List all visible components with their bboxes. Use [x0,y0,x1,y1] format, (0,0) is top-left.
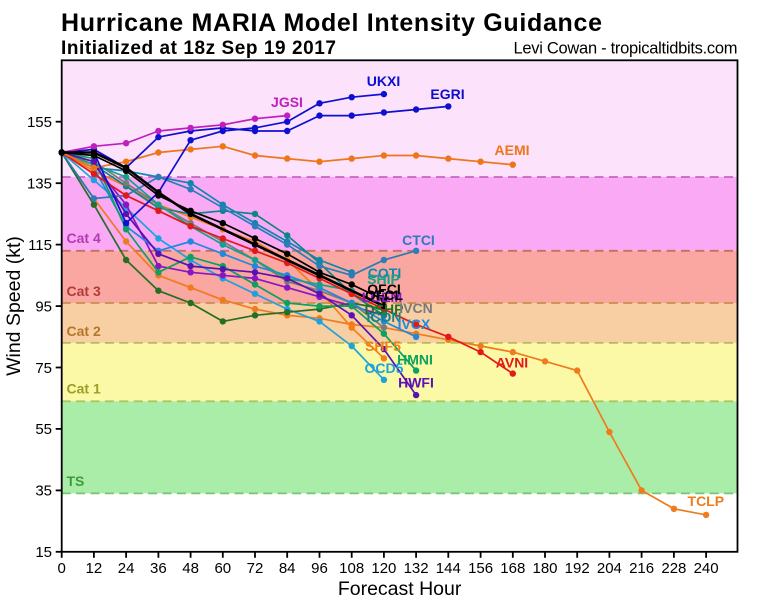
svg-text:TS: TS [67,473,85,489]
svg-text:95: 95 [35,298,52,315]
svg-text:192: 192 [565,560,590,577]
svg-text:60: 60 [214,560,231,577]
svg-text:AVNI: AVNI [496,355,528,371]
svg-text:IVCX: IVCX [398,316,431,332]
svg-text:OFCL: OFCL [365,287,404,303]
svg-text:75: 75 [35,360,52,377]
svg-text:CTCI: CTCI [402,232,435,248]
svg-text:HWFI: HWFI [398,375,434,391]
svg-text:35: 35 [35,483,52,500]
svg-text:0: 0 [58,560,66,577]
svg-text:SHF5: SHF5 [365,338,401,354]
svg-text:24: 24 [118,560,135,577]
svg-text:96: 96 [311,560,328,577]
svg-text:ICON: ICON [367,309,402,325]
svg-text:156: 156 [468,560,493,577]
svg-text:AEMI: AEMI [495,142,530,158]
svg-text:36: 36 [150,560,167,577]
svg-text:55: 55 [35,421,52,438]
svg-text:COTI: COTI [368,265,401,281]
svg-text:228: 228 [661,560,686,577]
svg-text:180: 180 [532,560,557,577]
svg-text:15: 15 [35,544,52,561]
svg-text:Wind Speed (kt): Wind Speed (kt) [3,236,25,376]
svg-text:DSHP: DSHP [365,301,404,317]
svg-text:SHIP: SHIP [367,271,400,287]
svg-text:Forecast Hour: Forecast Hour [338,578,462,600]
svg-text:Cat 1: Cat 1 [67,381,101,397]
svg-text:Hurricane MARIA Model Intensit: Hurricane MARIA Model Intensity Guidance [61,9,602,37]
svg-text:240: 240 [694,560,719,577]
svg-text:155: 155 [27,114,52,131]
svg-text:48: 48 [182,560,199,577]
svg-text:TCLP: TCLP [688,493,725,509]
svg-text:216: 216 [629,560,654,577]
svg-text:72: 72 [247,560,264,577]
svg-text:OFCI: OFCI [367,281,400,297]
svg-text:135: 135 [27,176,52,193]
svg-text:108: 108 [339,560,364,577]
svg-text:EGRI: EGRI [430,86,464,102]
svg-text:115: 115 [28,237,52,254]
svg-text:Levi Cowan - tropicaltidbits.c: Levi Cowan - tropicaltidbits.com [514,40,738,58]
svg-text:HMNI: HMNI [397,352,433,368]
svg-text:IVCN: IVCN [399,300,432,316]
svg-text:132: 132 [404,560,429,577]
svg-text:OCD5: OCD5 [365,360,404,376]
svg-text:LGEM: LGEM [362,289,402,305]
svg-text:168: 168 [500,560,525,577]
svg-text:84: 84 [279,560,296,577]
svg-text:144: 144 [436,560,461,577]
svg-text:Cat 3: Cat 3 [67,283,101,299]
svg-text:UKXI: UKXI [367,73,400,89]
svg-text:JGSI: JGSI [271,94,303,110]
svg-text:Cat 4: Cat 4 [67,230,101,246]
svg-text:204: 204 [597,560,622,577]
svg-text:12: 12 [86,560,103,577]
svg-text:Cat 2: Cat 2 [67,323,101,339]
svg-text:120: 120 [371,560,396,577]
svg-text:Initialized at 18z Sep 19 2017: Initialized at 18z Sep 19 2017 [61,38,336,59]
